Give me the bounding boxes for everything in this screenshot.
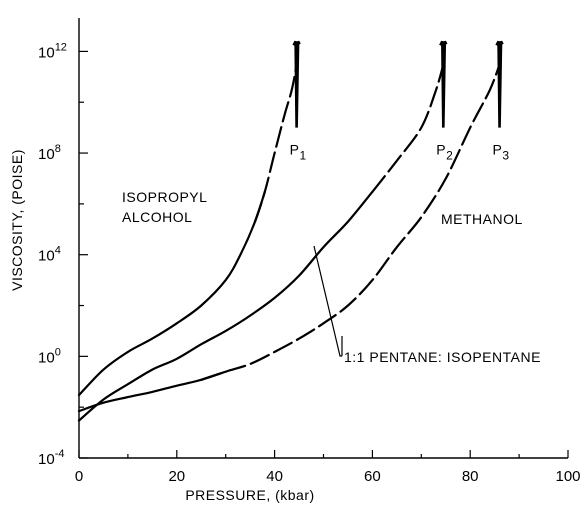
x-tick-label-4: 80 <box>462 468 479 485</box>
pressure-label-1: P1 <box>290 142 307 163</box>
pressure-spike-1 <box>292 40 301 128</box>
y-tick-label-3: 108 <box>38 143 61 163</box>
series-label-isopropyl-line2: ALCOHOL <box>122 209 192 225</box>
series-0-solid <box>77 190 266 397</box>
x-tick-label-0: 0 <box>75 468 83 485</box>
y-tick-label-0: 10-4 <box>38 448 64 468</box>
y-tick-label-2: 104 <box>38 245 61 265</box>
series-1-dashed <box>371 63 445 193</box>
series-label-pentane: 1:1 PENTANE: ISOPENTANE <box>344 349 541 365</box>
y-tick-label-4: 1012 <box>38 41 67 61</box>
series-label-methanol: METHANOL <box>441 211 523 227</box>
pressure-label-2: P2 <box>436 142 453 163</box>
series-label-isopropyl-line1: ISOPROPYL <box>122 189 207 205</box>
series-2-dashed <box>200 63 501 381</box>
x-axis-label: PRESSURE, (kbar) <box>185 487 314 503</box>
x-tick-label-3: 60 <box>364 468 381 485</box>
curves <box>77 63 501 422</box>
x-tick-label-1: 20 <box>168 468 185 485</box>
pressure-spike-3 <box>495 40 504 128</box>
pressure-markers: P1 P2 P3 <box>290 40 510 163</box>
x-tick-label-2: 40 <box>266 468 283 485</box>
series-2-solid <box>77 370 227 413</box>
series-0-dashed <box>253 63 298 223</box>
pentane-leader-upper <box>313 245 342 357</box>
y-axis-label: VISCOSITY, (POISE) <box>9 149 25 291</box>
pressure-label-3: P3 <box>493 142 510 163</box>
series-1-solid <box>77 190 374 422</box>
y-tick-label-1: 100 <box>38 346 61 366</box>
series-label-isopropyl: ISOPROPYL ALCOHOL <box>122 189 211 225</box>
ticks: 0 20 40 60 80 100 10-4 100 104 108 1012 <box>38 41 581 485</box>
pressure-spike-2 <box>439 40 448 128</box>
x-tick-label-5: 100 <box>555 468 580 485</box>
